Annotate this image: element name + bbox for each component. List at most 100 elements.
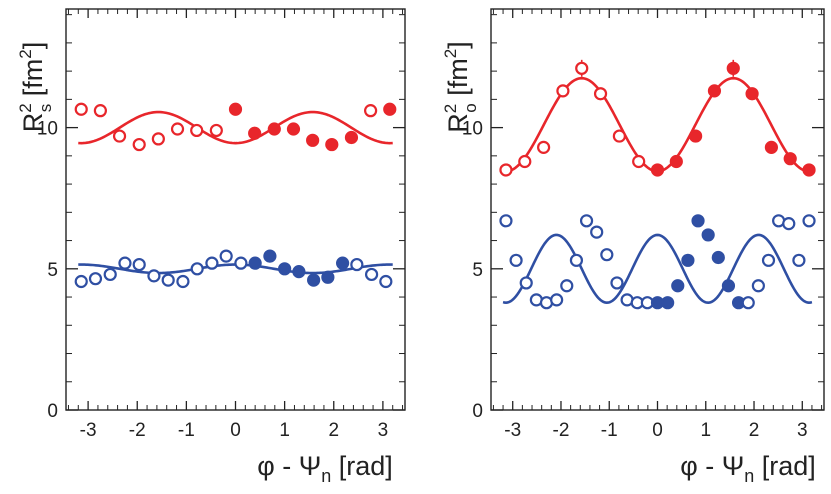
red-open-point <box>93 104 107 118</box>
blue-open-point <box>176 274 190 289</box>
red-open-point <box>170 122 185 136</box>
y-axis-label-unit-sup: 2 <box>441 49 460 58</box>
blue-open-point <box>560 279 574 293</box>
x-tick-label: 1 <box>700 420 711 441</box>
y-tick-label: 0 <box>472 401 483 422</box>
red-filled-point <box>764 140 778 154</box>
red-filled-point <box>650 163 665 177</box>
blue-filled-point <box>321 270 335 284</box>
blue-open-point <box>379 274 393 289</box>
red-filled-point <box>707 84 722 98</box>
blue-open-point <box>219 249 233 263</box>
red-open-point <box>190 123 204 138</box>
blue-open-point <box>792 253 806 267</box>
red-filled-point <box>248 126 262 140</box>
blue-open-point <box>519 276 533 290</box>
red-filled-point <box>726 61 740 75</box>
blue-filled-point <box>292 265 306 279</box>
red-open-point <box>364 104 378 118</box>
x-tick-label: 2 <box>749 420 760 441</box>
blue-open-point <box>569 253 584 267</box>
x-tick-label: 0 <box>652 420 663 441</box>
blue-open-point <box>88 272 103 286</box>
blue-open-point <box>147 269 161 283</box>
y-tick-label: 10 <box>462 119 483 140</box>
x-tick-label: 3 <box>797 420 808 441</box>
blue-filled-point <box>711 250 725 265</box>
y-axis-label-unit: [fm <box>18 59 48 104</box>
blue-fit-curve <box>502 233 813 304</box>
blue-open-point <box>205 256 219 270</box>
red-open-point <box>612 129 626 143</box>
blue-filled-point <box>248 256 262 270</box>
red-open-point <box>112 129 127 143</box>
blue-open-point <box>741 296 755 310</box>
red-filled-point <box>689 129 703 143</box>
red-filled-point <box>383 102 397 116</box>
blue-filled-point <box>681 253 695 267</box>
blue-open-point <box>234 256 248 270</box>
x-axis-label: φ - Ψn [rad] <box>680 451 816 486</box>
blue-open-point <box>579 214 594 228</box>
x-tick-label: 2 <box>328 420 339 441</box>
x-axis-label: φ - Ψn [rad] <box>257 451 393 486</box>
blue-open-point <box>74 274 88 289</box>
x-tick-label: -1 <box>601 420 618 441</box>
x-tick-label: -3 <box>80 420 97 441</box>
y-axis-label-sup: 2 <box>16 103 35 112</box>
x-axis-label-unit: [rad] <box>331 451 393 481</box>
blue-open-point <box>161 273 175 287</box>
blue-filled-point <box>661 296 675 310</box>
x-axis-label-unit: [rad] <box>754 451 816 481</box>
x-axis-label-sub: n <box>744 466 754 486</box>
blue-filled-point <box>721 279 736 293</box>
red-open-point <box>209 123 223 138</box>
x-tick-label: -2 <box>553 420 570 441</box>
blue-filled-point <box>336 256 350 270</box>
y-axis-label-close: ] <box>443 41 473 49</box>
y-tick-label: 5 <box>472 260 483 281</box>
y-axis-label: R2o [fm2] <box>441 41 480 132</box>
red-open-point <box>575 61 589 75</box>
blue-open-point <box>364 267 379 282</box>
plot-frame <box>65 8 406 411</box>
red-fit-curve <box>502 76 813 173</box>
blue-filled-point <box>691 214 705 228</box>
x-tick-label: 1 <box>279 420 290 441</box>
y-axis-label: R2s [fm2] <box>16 42 55 132</box>
red-filled-point <box>802 163 816 177</box>
red-open-point <box>499 163 513 177</box>
y-axis-label-sub: o <box>461 103 480 112</box>
blue-filled-point <box>307 273 321 287</box>
x-tick-label: 3 <box>378 420 389 441</box>
red-open-point <box>151 132 165 146</box>
blue-open-point <box>499 214 513 228</box>
x-axis-label-main: φ - Ψ <box>257 451 321 481</box>
y-axis-label-base: R <box>443 113 473 133</box>
y-axis-label-sup: 2 <box>441 104 460 113</box>
blue-open-point <box>103 267 117 282</box>
red-fit-curve <box>78 110 393 145</box>
y-axis-label-sub: s <box>36 104 55 113</box>
red-open-point <box>632 154 646 169</box>
red-open-point <box>556 84 570 98</box>
blue-open-point <box>350 257 364 272</box>
blue-filled-point <box>263 249 277 263</box>
blue-filled-point <box>701 228 715 242</box>
red-filled-point <box>228 102 243 116</box>
x-tick-label: -2 <box>129 420 146 441</box>
red-filled-point <box>783 152 797 166</box>
blue-open-point <box>509 253 523 267</box>
red-open-point <box>537 140 551 154</box>
blue-filled-point <box>278 262 292 276</box>
x-tick-label: -1 <box>178 420 195 441</box>
red-open-point <box>593 87 608 101</box>
red-open-point <box>74 102 88 116</box>
y-axis-label-unit-sup: 2 <box>16 49 35 58</box>
x-axis-label-sub: n <box>321 466 331 486</box>
red-filled-point <box>669 154 683 169</box>
red-filled-point <box>267 122 281 136</box>
red-filled-point <box>286 122 301 136</box>
red-filled-point <box>306 133 320 147</box>
